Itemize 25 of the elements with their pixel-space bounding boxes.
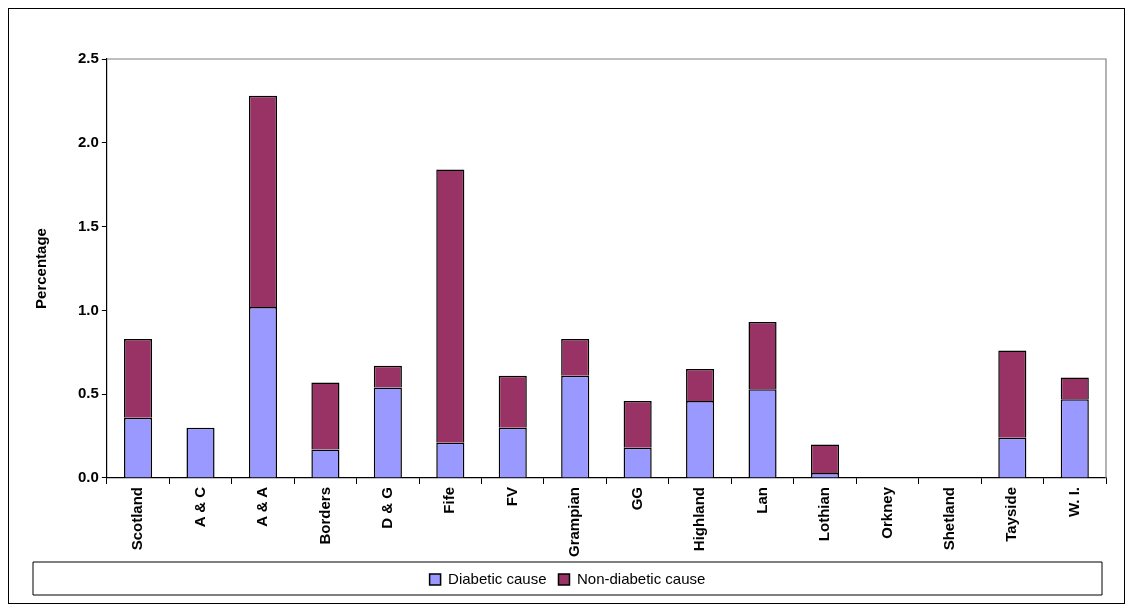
x-tick-label: D & G xyxy=(378,486,395,529)
x-tick-label: Lothian xyxy=(815,486,833,542)
y-tick-label: 2.0 xyxy=(77,132,99,150)
x-tick-label: Highland xyxy=(690,486,708,552)
legend-label: Diabetic cause xyxy=(448,569,547,587)
y-tick-label: 1.0 xyxy=(77,300,99,318)
x-tick-label: Scotland xyxy=(128,486,146,551)
x-tick-label: A & C xyxy=(190,486,208,528)
legend-label: Non-diabetic cause xyxy=(576,569,706,587)
x-tick-label: Tayside xyxy=(1002,486,1020,542)
x-tick-label: Lan xyxy=(752,486,770,514)
x-tick-label: GG xyxy=(627,486,645,511)
x-tick-label: Grampian xyxy=(565,486,583,558)
y-tick-label: 1.5 xyxy=(77,216,99,234)
x-tick-label: Fife xyxy=(440,486,458,514)
y-axis-title: Percentage xyxy=(32,228,50,309)
y-tick-label: 2.5 xyxy=(77,49,99,67)
x-tick-label: Shetland xyxy=(940,486,958,551)
x-tick-label: FV xyxy=(502,486,520,507)
x-tick-label: Borders xyxy=(315,486,333,545)
x-tick-label: W. I. xyxy=(1064,486,1082,517)
x-tick-label: Orkney xyxy=(877,486,895,539)
y-tick-label: 0.0 xyxy=(77,468,99,486)
y-tick-label: 0.5 xyxy=(77,384,99,402)
x-tick-label: A & A xyxy=(253,486,271,527)
